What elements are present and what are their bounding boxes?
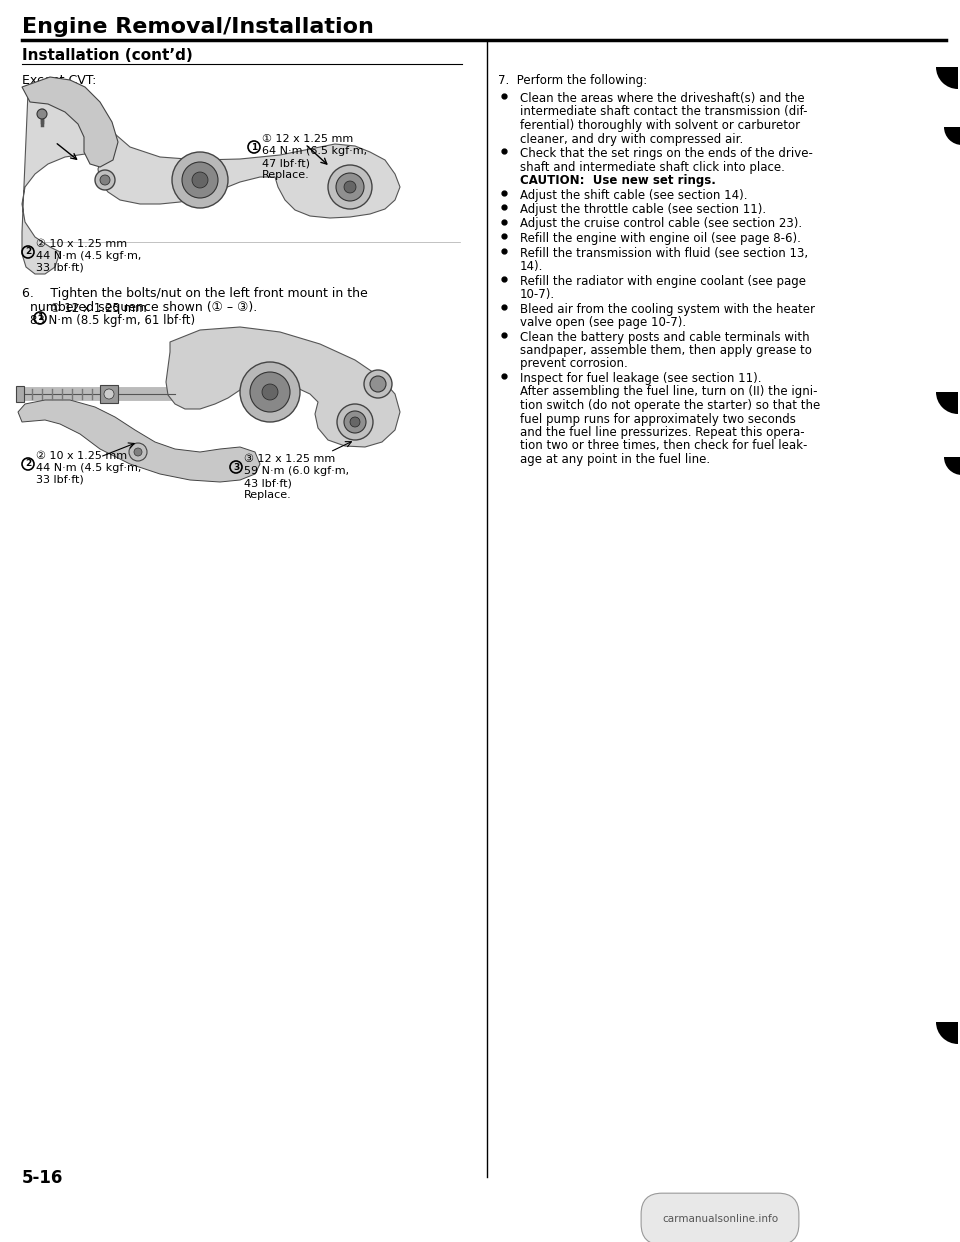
- Text: ① 12 x 1.25 mm: ① 12 x 1.25 mm: [50, 302, 147, 315]
- Text: Replace.: Replace.: [244, 491, 292, 501]
- Text: 44 N·m (4.5 kgf·m,: 44 N·m (4.5 kgf·m,: [36, 463, 141, 473]
- Text: intermediate shaft contact the transmission (dif-: intermediate shaft contact the transmiss…: [520, 106, 807, 118]
- Circle shape: [262, 384, 278, 400]
- Text: 7.  Perform the following:: 7. Perform the following:: [498, 75, 647, 87]
- Text: fuel pump runs for approximately two seconds: fuel pump runs for approximately two sec…: [520, 412, 796, 426]
- Text: 44 N·m (4.5 kgf·m,: 44 N·m (4.5 kgf·m,: [36, 251, 141, 261]
- Text: Refill the transmission with fluid (see section 13,: Refill the transmission with fluid (see …: [520, 246, 808, 260]
- Text: carmanualsonline.info: carmanualsonline.info: [662, 1213, 778, 1225]
- Text: 14).: 14).: [520, 260, 543, 273]
- Text: Installation (cont’d): Installation (cont’d): [22, 48, 193, 63]
- Polygon shape: [22, 77, 118, 166]
- Text: tion switch (do not operate the starter) so that the: tion switch (do not operate the starter)…: [520, 399, 820, 412]
- Text: CAUTION:  Use new set rings.: CAUTION: Use new set rings.: [520, 174, 716, 188]
- Text: Adjust the throttle cable (see section 11).: Adjust the throttle cable (see section 1…: [520, 202, 766, 216]
- Text: Engine Removal/Installation: Engine Removal/Installation: [22, 17, 373, 37]
- Bar: [16, 386, 24, 402]
- Text: 5-16: 5-16: [22, 1169, 63, 1187]
- Circle shape: [240, 361, 300, 422]
- Circle shape: [370, 376, 386, 392]
- Circle shape: [344, 411, 366, 433]
- Text: 59 N·m (6.0 kgf·m,: 59 N·m (6.0 kgf·m,: [244, 466, 349, 476]
- Text: 2: 2: [25, 247, 31, 257]
- Text: Bleed air from the cooling system with the heater: Bleed air from the cooling system with t…: [520, 303, 815, 315]
- Text: 43 lbf·ft): 43 lbf·ft): [244, 478, 292, 488]
- Text: valve open (see page 10-7).: valve open (see page 10-7).: [520, 315, 686, 329]
- Circle shape: [364, 370, 392, 397]
- Circle shape: [344, 181, 356, 193]
- Circle shape: [37, 109, 47, 119]
- Wedge shape: [944, 457, 960, 474]
- Circle shape: [172, 152, 228, 207]
- Circle shape: [192, 171, 208, 188]
- Text: Check that the set rings on the ends of the drive-: Check that the set rings on the ends of …: [520, 147, 813, 160]
- Wedge shape: [936, 67, 958, 89]
- Text: sandpaper, assemble them, then apply grease to: sandpaper, assemble them, then apply gre…: [520, 344, 812, 356]
- Circle shape: [134, 448, 142, 456]
- Text: 2: 2: [25, 460, 31, 468]
- Text: 33 lbf·ft): 33 lbf·ft): [36, 474, 84, 484]
- Bar: [100, 385, 118, 402]
- Text: 3: 3: [233, 462, 239, 472]
- Circle shape: [95, 170, 115, 190]
- Circle shape: [328, 165, 372, 209]
- Text: 64 N·m (6.5 kgf·m,: 64 N·m (6.5 kgf·m,: [262, 147, 367, 156]
- Circle shape: [250, 373, 290, 412]
- Wedge shape: [936, 392, 958, 414]
- Text: Adjust the cruise control cable (see section 23).: Adjust the cruise control cable (see sec…: [520, 217, 803, 231]
- Wedge shape: [944, 127, 960, 145]
- Text: Replace.: Replace.: [262, 170, 310, 180]
- Text: Inspect for fuel leakage (see section 11).: Inspect for fuel leakage (see section 11…: [520, 373, 761, 385]
- Text: Except CVT:: Except CVT:: [22, 75, 96, 87]
- Text: ferential) thoroughly with solvent or carburetor: ferential) thoroughly with solvent or ca…: [520, 119, 800, 132]
- Text: Refill the radiator with engine coolant (see page: Refill the radiator with engine coolant …: [520, 274, 806, 287]
- Text: 1: 1: [251, 143, 257, 152]
- Text: 1: 1: [36, 313, 43, 323]
- Text: shaft and intermediate shaft click into place.: shaft and intermediate shaft click into …: [520, 160, 785, 174]
- Text: 6.  Tighten the bolts/nut on the left front mount in the: 6. Tighten the bolts/nut on the left fro…: [22, 287, 368, 301]
- Text: tion two or three times, then check for fuel leak-: tion two or three times, then check for …: [520, 440, 807, 452]
- Text: age at any point in the fuel line.: age at any point in the fuel line.: [520, 453, 710, 466]
- Text: Clean the battery posts and cable terminals with: Clean the battery posts and cable termin…: [520, 330, 809, 344]
- Text: Adjust the shift cable (see section 14).: Adjust the shift cable (see section 14).: [520, 189, 748, 201]
- Text: After assembling the fuel line, turn on (II) the igni-: After assembling the fuel line, turn on …: [520, 385, 818, 399]
- Circle shape: [336, 173, 364, 201]
- Text: and the fuel line pressurizes. Repeat this opera-: and the fuel line pressurizes. Repeat th…: [520, 426, 804, 438]
- Circle shape: [182, 161, 218, 197]
- Circle shape: [350, 417, 360, 427]
- Text: ① 12 x 1.25 mm: ① 12 x 1.25 mm: [262, 134, 353, 144]
- Text: prevent corrosion.: prevent corrosion.: [520, 358, 628, 370]
- Text: 83 N·m (8.5 kgf·m, 61 lbf·ft): 83 N·m (8.5 kgf·m, 61 lbf·ft): [30, 314, 195, 327]
- Circle shape: [100, 175, 110, 185]
- Text: 47 lbf·ft): 47 lbf·ft): [262, 158, 310, 168]
- Text: ② 10 x 1.25 mm: ② 10 x 1.25 mm: [36, 451, 127, 461]
- Text: numbered sequence shown (① – ③).: numbered sequence shown (① – ③).: [22, 301, 257, 314]
- Polygon shape: [22, 87, 400, 274]
- Circle shape: [104, 389, 114, 399]
- Text: ③ 12 x 1.25 mm: ③ 12 x 1.25 mm: [244, 455, 335, 465]
- Text: cleaner, and dry with compressed air.: cleaner, and dry with compressed air.: [520, 133, 743, 145]
- Circle shape: [129, 443, 147, 461]
- Text: 33 lbf·ft): 33 lbf·ft): [36, 263, 84, 273]
- Wedge shape: [936, 1022, 958, 1045]
- Text: Clean the areas where the driveshaft(s) and the: Clean the areas where the driveshaft(s) …: [520, 92, 804, 106]
- Polygon shape: [18, 400, 260, 482]
- Text: ② 10 x 1.25 mm: ② 10 x 1.25 mm: [36, 238, 127, 248]
- Circle shape: [337, 404, 373, 440]
- Text: Refill the engine with engine oil (see page 8-6).: Refill the engine with engine oil (see p…: [520, 232, 801, 245]
- Text: 10-7).: 10-7).: [520, 288, 555, 301]
- Polygon shape: [166, 327, 400, 447]
